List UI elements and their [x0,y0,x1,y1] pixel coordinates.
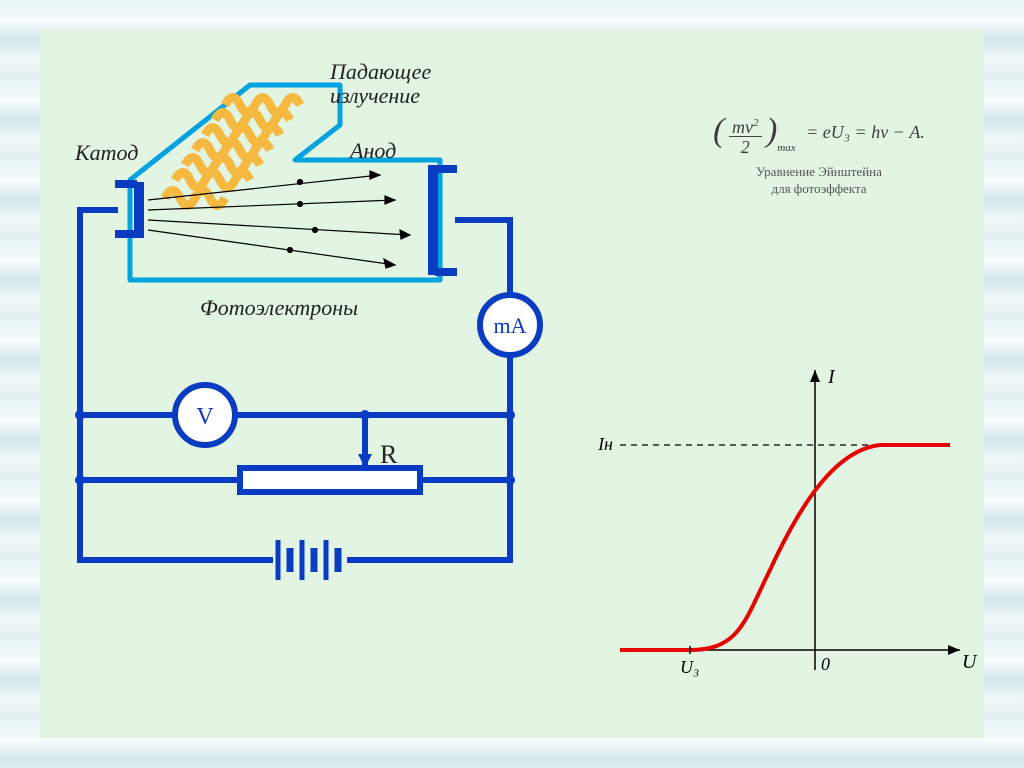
eq-den: 2 [729,137,762,156]
radiation-beam [165,98,300,206]
origin-label: 0 [821,654,830,674]
battery [278,540,338,580]
iv-graph: I U Iн 0 U₃ [580,350,980,710]
milliammeter-label: mA [494,313,527,338]
anode-label: Анод [350,138,396,164]
cathode-plate [134,182,144,238]
cathode-label: Катод [75,140,138,166]
equation-box: ( mv2 2 )max = eU₃ = hν − A. Уравнение Э… [689,112,949,198]
equation-caption: Уравнение Эйнштейна для фотоэффекта [689,164,949,198]
photoelectrons-label: Фотоэлектроны [200,295,358,321]
iv-curve [620,445,950,650]
eq-sub: max [777,142,795,154]
circuit-wires [80,210,510,560]
eq-num: mv [732,117,753,137]
voltmeter-label: V [196,404,214,430]
radiation-label: Падающее излучение [330,60,431,108]
eq-exp: 2 [753,117,759,129]
x-axis-label: U [962,651,978,673]
resistor [240,468,420,492]
einstein-equation: ( mv2 2 )max = eU₃ = hν − A. [689,112,949,156]
photoelectron-rays [148,171,410,268]
cutoff-label: U₃ [680,657,699,677]
eq-rhs: = eU₃ = hν − A. [806,122,925,142]
saturation-label: Iн [597,434,613,454]
anode-plate [428,165,438,275]
diagram-panel: mA V Падающее излучение Катод Анод Фотоэ… [40,30,984,738]
y-axis-label: I [827,366,836,388]
resistor-label: R [380,440,397,470]
